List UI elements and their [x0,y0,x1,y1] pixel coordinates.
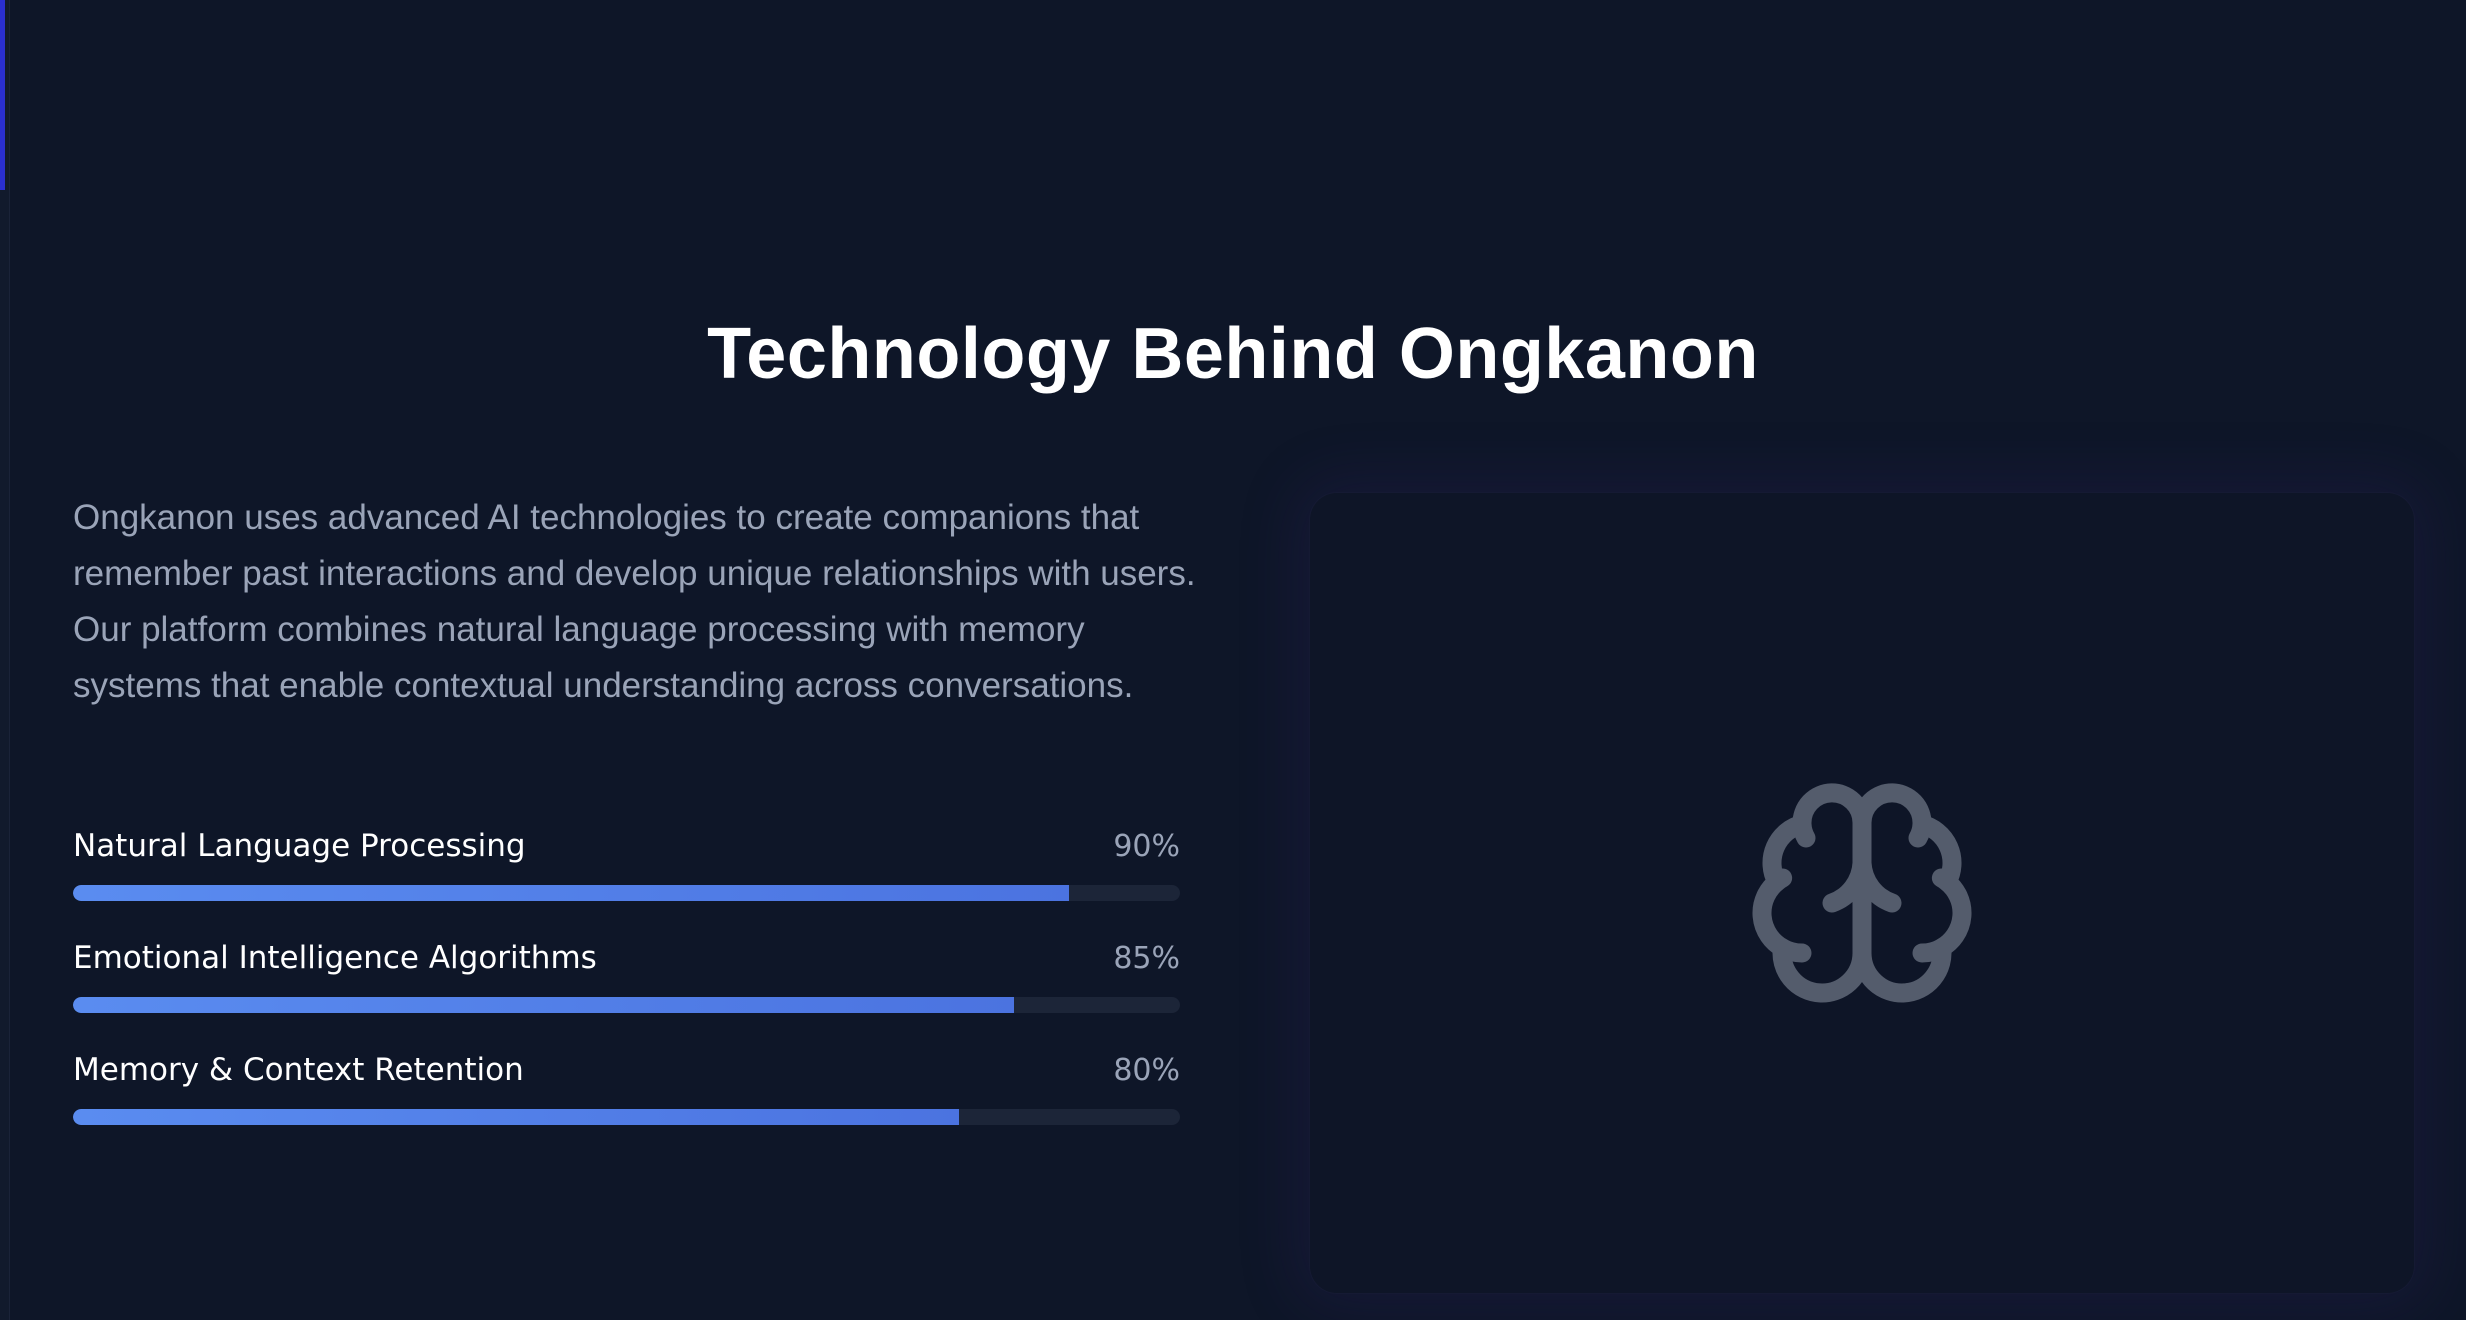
window-left-edge [0,0,10,1320]
skill-item: Memory & Context Retention 80% [73,1042,1180,1154]
progress-track [73,885,1180,901]
skill-item: Emotional Intelligence Algorithms 85% [73,930,1180,1042]
section-title: Technology Behind Ongkanon [707,314,1759,394]
section-description: Ongkanon uses advanced AI technologies t… [73,498,1196,705]
skill-percent: 90% [1113,829,1180,864]
skill-name: Emotional Intelligence Algorithms [73,940,597,976]
progress-fill [73,885,1070,901]
progress-fill [73,997,1014,1013]
skill-percent: 85% [1113,941,1180,976]
progress-track [73,997,1180,1013]
technology-visual-card [1309,492,2415,1294]
skill-item: Natural Language Processing 90% [73,818,1180,930]
skill-list: Natural Language Processing 90% Emotiona… [73,818,1180,1154]
progress-track [73,1109,1180,1125]
brain-icon [1752,783,1972,1003]
skill-name: Natural Language Processing [73,828,526,864]
left-edge-accent [0,0,5,190]
progress-fill [73,1109,959,1125]
skill-name: Memory & Context Retention [73,1052,524,1088]
skill-percent: 80% [1113,1053,1180,1088]
